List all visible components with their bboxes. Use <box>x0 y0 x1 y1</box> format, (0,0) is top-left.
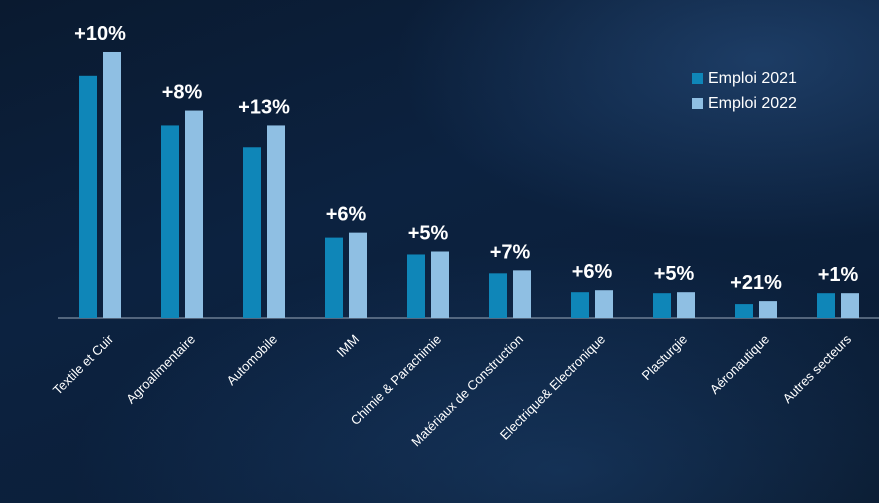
category-label-plasturgie: Plasturgie <box>639 332 690 383</box>
legend-swatch-2021 <box>692 73 703 84</box>
bar-agroalimentaire-emploi-2021 <box>161 125 179 318</box>
bar-imm-emploi-2022 <box>349 232 367 318</box>
legend: Emploi 2021 Emploi 2022 <box>692 66 797 116</box>
bar-chimie-parachimie-emploi-2021 <box>407 254 425 318</box>
legend-label-2022: Emploi 2022 <box>708 95 797 112</box>
bar-autres-secteurs-emploi-2022 <box>841 293 859 318</box>
bars-group <box>79 51 859 319</box>
data-label-automobile: +13% <box>238 96 290 118</box>
data-label-electrique-electronique: +6% <box>572 261 613 283</box>
legend-item-2021: Emploi 2021 <box>692 66 797 91</box>
category-label-chimie-parachimie: Chimie & Parachimie <box>348 332 444 428</box>
legend-label-2021: Emploi 2021 <box>708 70 797 87</box>
legend-item-2022: Emploi 2022 <box>692 91 797 116</box>
data-label-textile-et-cuir: +10% <box>74 23 126 45</box>
category-label-textile-et-cuir: Textile et Cuir <box>50 331 117 398</box>
bar-automobile-emploi-2021 <box>243 147 261 318</box>
bar-materiaux-de-construction-emploi-2022 <box>513 270 531 318</box>
bar-imm-emploi-2021 <box>325 237 343 318</box>
bar-aeronautique-emploi-2021 <box>735 304 753 318</box>
data-label-materiaux-de-construction: +7% <box>490 241 531 263</box>
bar-autres-secteurs-emploi-2021 <box>817 293 835 318</box>
data-label-imm: +6% <box>326 204 367 226</box>
bar-automobile-emploi-2022 <box>267 125 285 318</box>
bar-chimie-parachimie-emploi-2022 <box>431 251 449 318</box>
bar-electrique-electronique-emploi-2021 <box>571 292 589 318</box>
bar-plasturgie-emploi-2022 <box>677 292 695 318</box>
bar-electrique-electronique-emploi-2022 <box>595 290 613 318</box>
category-label-imm: IMM <box>334 332 362 360</box>
data-label-plasturgie: +5% <box>654 263 695 285</box>
data-labels-group: +10% +8% +13% +6% +5% +7% +6% +5% +21% +1% <box>74 23 858 294</box>
data-label-chimie-parachimie: +5% <box>408 222 449 244</box>
data-label-autres-secteurs: +1% <box>818 264 859 286</box>
bar-agroalimentaire-emploi-2022 <box>185 110 203 318</box>
category-label-autres-secteurs: Autres secteurs <box>780 331 855 406</box>
category-labels-group: Textile et Cuir Agroalimentaire Automobile… <box>50 331 855 449</box>
category-label-aeronautique: Aéronautique <box>707 332 772 397</box>
data-label-aeronautique: +21% <box>730 272 782 294</box>
bar-materiaux-de-construction-emploi-2021 <box>489 273 507 318</box>
bar-textile-et-cuir-emploi-2022 <box>103 51 121 319</box>
legend-swatch-2022 <box>692 98 703 109</box>
category-label-automobile: Automobile <box>224 332 281 389</box>
bar-plasturgie-emploi-2021 <box>653 293 671 318</box>
bar-textile-et-cuir-emploi-2021 <box>79 75 97 319</box>
bar-aeronautique-emploi-2022 <box>759 301 777 318</box>
category-label-agroalimentaire: Agroalimentaire <box>123 332 198 407</box>
data-label-agroalimentaire: +8% <box>162 82 203 104</box>
